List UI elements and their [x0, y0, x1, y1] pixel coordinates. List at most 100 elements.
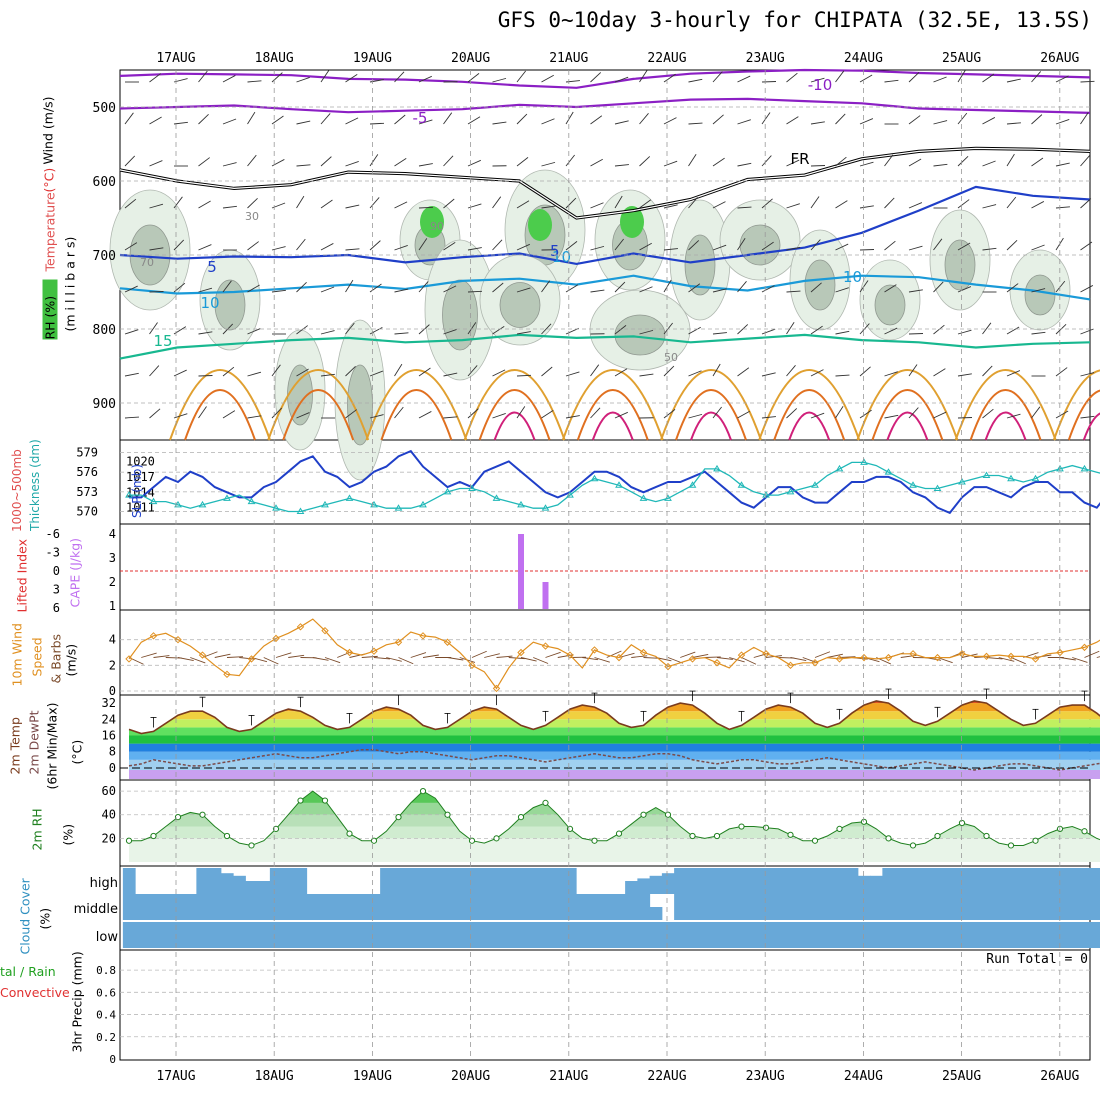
rh-area-moist: [620, 206, 644, 238]
cloud-bar-middle: [612, 894, 626, 920]
wind-barb: [541, 366, 553, 377]
wind-barb: [712, 288, 727, 293]
wind-barb: [296, 412, 310, 419]
contour-label: 10: [552, 248, 571, 266]
cloud-bar-middle: [968, 894, 981, 920]
rh-tick-label: 60: [102, 784, 116, 798]
rh-tick-label: 20: [102, 831, 116, 845]
cloud-bar-low: [784, 922, 798, 948]
cloud-bar-middle: [135, 894, 148, 920]
wind-barb: [614, 76, 629, 83]
cloud-bar-low: [233, 922, 246, 948]
wind-barb: [516, 200, 530, 209]
rh-marker: [444, 811, 451, 818]
wind-barb: [786, 116, 799, 125]
temp-label-b: 2m DewPt: [26, 710, 42, 775]
cloud-bar-middle: [233, 894, 246, 920]
cloud-bar-low: [772, 922, 785, 948]
isotherm-25: [773, 389, 846, 441]
cloud-bar-middle: [808, 894, 822, 920]
wind-barb: [590, 364, 600, 377]
wind-barb: [786, 246, 801, 251]
wind-barb: [320, 373, 335, 377]
cape-bar: [518, 534, 524, 609]
wind-barb: [737, 162, 752, 167]
date-label-bottom: 25AUG: [942, 1069, 981, 1084]
wind-barb: [884, 371, 898, 377]
wind-barb: [296, 120, 311, 125]
surface-wind-barb: [177, 657, 194, 661]
wind-barb: [688, 78, 703, 83]
wind-barb: [492, 369, 506, 377]
cloud-layer-label: low: [96, 930, 119, 945]
cloud-bar-low: [833, 922, 847, 948]
cloud-bar-low: [1041, 922, 1055, 948]
cloud-bar-low: [294, 922, 308, 948]
cloud-bar-middle: [367, 894, 381, 920]
isotherm-25: [675, 389, 747, 441]
wind-barb: [957, 373, 972, 377]
rh-marker: [591, 837, 598, 844]
thickness-marker: [272, 504, 280, 511]
cloud-bar-high: [698, 868, 712, 894]
cloud-bar-low: [1053, 922, 1067, 948]
wind-barb: [516, 70, 526, 83]
surface-wind-barb: [373, 657, 390, 660]
wind-barb: [173, 413, 188, 419]
wind-barb: [663, 73, 676, 83]
cloud-bar-low: [735, 922, 749, 948]
cloud-bar-middle: [796, 894, 810, 920]
cloud-bar-middle: [833, 894, 847, 920]
thickness-marker: [664, 494, 672, 501]
cloud-bar-low: [122, 922, 136, 948]
cloud-bar-high: [686, 868, 700, 894]
cloud-bar-middle: [306, 894, 320, 920]
wind-tick-label: 4: [109, 633, 116, 647]
cloud-bar-low: [282, 922, 295, 948]
wind-barb: [884, 197, 895, 209]
dewpt-line: [128, 748, 1100, 771]
wind-barb: [1055, 75, 1069, 83]
wind-barb: [761, 198, 773, 209]
pressure-tick-label: 700: [93, 249, 116, 264]
rh-marker: [689, 832, 696, 840]
pressure-tick-label: 900: [93, 397, 116, 412]
precip-tick-label: 0: [109, 1053, 116, 1066]
wind-barb: [786, 203, 800, 209]
wind-barb: [1080, 415, 1095, 419]
cloud-label: Cloud Cover: [17, 878, 33, 955]
cloud-bar-middle: [355, 894, 369, 920]
cloud-bar-high: [931, 868, 945, 894]
isotherm-20: [954, 369, 1057, 441]
cloud-bar-low: [576, 922, 589, 948]
wind-barb: [443, 372, 458, 377]
cloud-bar-high: [1029, 868, 1043, 894]
wind-barb: [492, 239, 503, 251]
wind-barb: [712, 332, 727, 335]
cloud-bar-middle: [931, 894, 945, 920]
cloud-bar-high: [269, 868, 283, 894]
wind-barb: [541, 280, 551, 293]
cloud-bar-low: [502, 922, 516, 948]
wind-barb: [1080, 328, 1094, 335]
wind-barb: [565, 80, 580, 83]
cloud-bar-middle: [392, 894, 406, 920]
surface-wind-barb: [680, 651, 696, 658]
thickness-marker: [149, 497, 158, 505]
wind-barb: [1006, 283, 1019, 293]
wind-speed-marker: [149, 632, 158, 640]
temp-band: [129, 719, 1100, 728]
wind10-label-c: & Barbs: [48, 633, 64, 684]
pressure-tick-label: 500: [93, 101, 116, 116]
thickness-marker: [394, 504, 403, 511]
isotherm-20: [365, 369, 468, 441]
upper-axis-millibars: (m i l l i b a r s): [62, 236, 78, 332]
wind-barb: [737, 119, 751, 125]
cloud-bar-high: [441, 868, 455, 894]
cloud-bar-middle: [196, 894, 210, 920]
wind-barb: [1031, 406, 1041, 419]
cloud-bar-middle: [894, 894, 908, 920]
wind-speed-marker: [786, 661, 795, 670]
cloud-bar-low: [686, 922, 700, 948]
wind-barb: [320, 199, 333, 209]
